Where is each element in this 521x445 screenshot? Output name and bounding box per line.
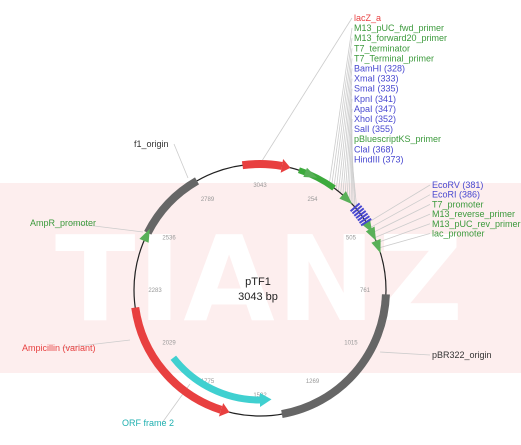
leader-line bbox=[366, 184, 431, 224]
right-label-stack: EcoRV (381)EcoRI (386)T7_promoterM13_rev… bbox=[432, 180, 521, 239]
feature-label: M13_forward20_primer bbox=[354, 33, 447, 43]
feature-label: M13_reverse_primer bbox=[432, 209, 515, 219]
tick-label: 2283 bbox=[148, 288, 162, 294]
tick-label: 2029 bbox=[162, 341, 176, 347]
watermark-text: TIANZ bbox=[55, 210, 465, 348]
ampicillin-label: Ampicillin (variant) bbox=[22, 343, 96, 353]
ampr-promoter-triangle bbox=[139, 228, 150, 243]
restriction-site-mark bbox=[358, 215, 370, 224]
feature-label: M13_pUC_rev_primer bbox=[432, 219, 521, 229]
top-label-stack: lacZ_aM13_pUC_fwd_primerM13_forward20_pr… bbox=[354, 13, 447, 164]
leader-line bbox=[61, 339, 131, 349]
tick-label: 2789 bbox=[201, 197, 215, 203]
plasmid-size: 3043 bp bbox=[238, 291, 278, 303]
pbr322-origin-label: pBR322_origin bbox=[432, 350, 492, 360]
leader-lines bbox=[61, 17, 431, 424]
tick-label: 3043 bbox=[253, 183, 267, 189]
leader-line bbox=[333, 48, 353, 188]
leader-line bbox=[369, 194, 431, 229]
pbr322-origin-arc bbox=[281, 294, 390, 419]
leader-line bbox=[342, 88, 353, 196]
orf-arc bbox=[170, 355, 261, 404]
f1-origin-label: f1_origin bbox=[134, 139, 169, 149]
leader-line bbox=[379, 351, 431, 356]
leader-line bbox=[346, 108, 353, 199]
primer-triangle bbox=[365, 226, 376, 241]
feature-label: SalI (355) bbox=[354, 124, 393, 134]
leader-line bbox=[372, 204, 431, 234]
tick-label: 1269 bbox=[306, 379, 320, 385]
feature-label: M13_pUC_fwd_primer bbox=[354, 23, 444, 33]
feature-label: ClaI (368) bbox=[354, 144, 394, 154]
restriction-site-mark bbox=[351, 205, 363, 215]
feature-label: T7_promoter bbox=[432, 199, 484, 209]
leader-line bbox=[259, 17, 353, 165]
leader-line bbox=[348, 118, 353, 201]
side-labels: f1_origin AmpR_promoter Ampicillin (varian… bbox=[22, 139, 492, 428]
leader-line bbox=[173, 143, 189, 179]
ampr-promoter-label: AmpR_promoter bbox=[30, 218, 96, 228]
restriction-site-mark bbox=[357, 212, 369, 222]
feature-label: pBluescriptKS_primer bbox=[354, 134, 441, 144]
primer-triangle bbox=[371, 238, 381, 254]
leader-line bbox=[344, 98, 353, 197]
primer-triangle bbox=[361, 218, 373, 233]
feature-label: XhoI (352) bbox=[354, 114, 396, 124]
leader-line bbox=[351, 159, 358, 210]
features bbox=[131, 159, 390, 419]
leader-line bbox=[331, 38, 353, 187]
lacz-arrowhead bbox=[280, 159, 291, 173]
primer-triangle bbox=[339, 191, 353, 205]
leader-line bbox=[338, 68, 353, 192]
restriction-site-mark bbox=[353, 207, 365, 217]
tick-label: 1015 bbox=[344, 341, 358, 347]
feature-label: HindIII (373) bbox=[354, 154, 404, 164]
leader-line bbox=[328, 28, 353, 185]
feature-label: EcoRI (386) bbox=[432, 190, 480, 200]
leader-line bbox=[69, 222, 144, 233]
ampicillin-arc bbox=[131, 306, 223, 414]
feature-label: lac_promoter bbox=[432, 229, 485, 239]
primer-triangle bbox=[303, 167, 318, 178]
tick-label: 761 bbox=[360, 288, 371, 294]
feature-label: XmaI (333) bbox=[354, 74, 399, 84]
f1-origin-arc bbox=[144, 177, 200, 235]
lacz-arc bbox=[241, 160, 283, 170]
watermark-band bbox=[0, 183, 521, 373]
orf-frame-label: ORF frame 2 bbox=[122, 418, 174, 428]
restriction-site-mark bbox=[355, 210, 367, 219]
feature-label: KpnI (341) bbox=[354, 94, 396, 104]
leader-line bbox=[374, 213, 431, 239]
orf-arrowhead bbox=[260, 393, 272, 407]
leader-line bbox=[335, 58, 353, 190]
ampicillin-arrowhead bbox=[218, 403, 230, 417]
feature-label: lacZ_a bbox=[354, 13, 381, 23]
t7-terminator-arc bbox=[297, 167, 336, 191]
feature-label: ApaI (347) bbox=[354, 104, 396, 114]
tick-label: 1775 bbox=[201, 379, 215, 385]
restriction-site-mark bbox=[360, 218, 372, 227]
feature-label: EcoRV (381) bbox=[432, 180, 483, 190]
leader-line bbox=[376, 223, 431, 244]
tick-label: 2536 bbox=[162, 236, 176, 242]
restriction-site-mark bbox=[349, 202, 361, 213]
feature-label: T7_Terminal_primer bbox=[354, 53, 434, 63]
feature-label: T7_terminator bbox=[354, 43, 410, 53]
feature-label: BamHI (328) bbox=[354, 64, 405, 74]
plasmid-name: pTF1 bbox=[245, 276, 271, 288]
tick-label: 254 bbox=[307, 197, 318, 203]
leader-line bbox=[378, 233, 431, 249]
tick-label: 505 bbox=[346, 236, 357, 242]
leader-line bbox=[340, 78, 353, 194]
feature-label: SmaI (335) bbox=[354, 84, 399, 94]
